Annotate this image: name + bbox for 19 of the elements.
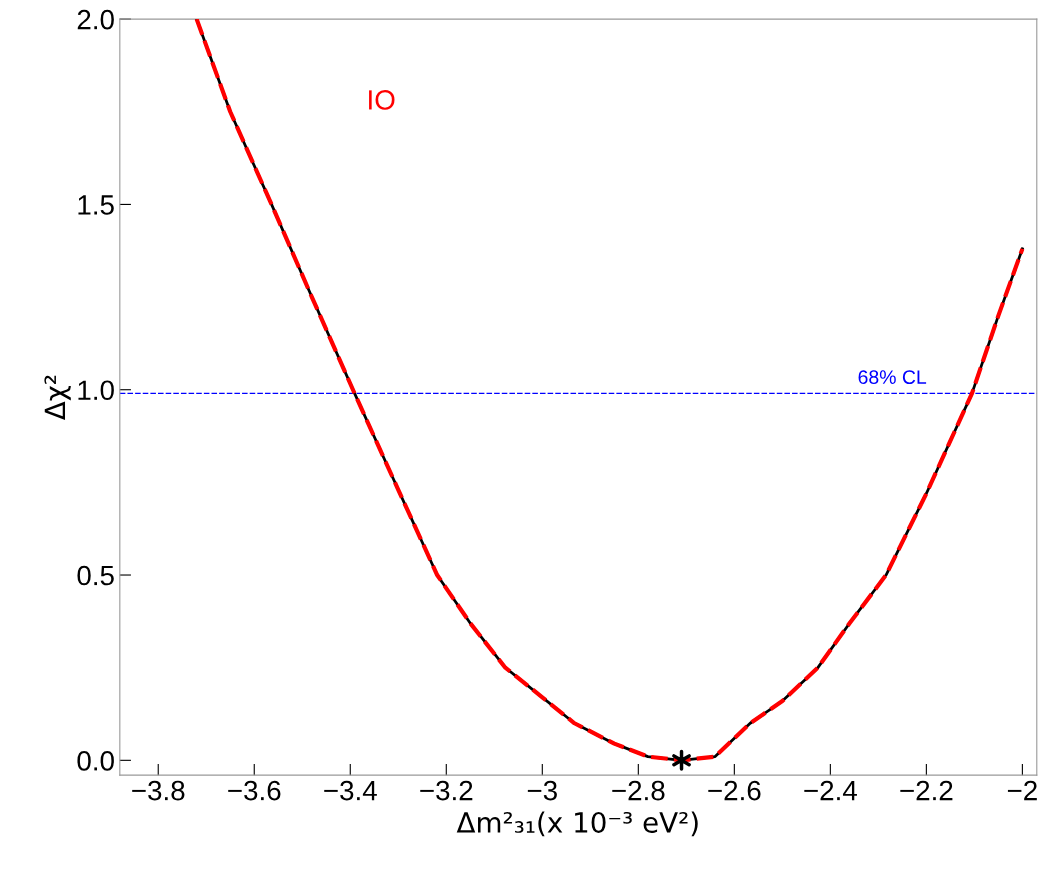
x-tick-label: −2 — [1007, 780, 1037, 801]
y-axis-title: Δχ² — [44, 375, 71, 421]
x-tick-label: −3 — [527, 780, 557, 801]
x-tick-label: −3.8 — [132, 780, 185, 801]
y-tick-label: 0.0 — [77, 750, 114, 771]
x-tick-label: −2.8 — [612, 780, 665, 801]
y-tick-label: 0.5 — [77, 565, 114, 586]
annotation: IO — [369, 90, 395, 110]
x-tick-label: −2.4 — [804, 780, 857, 801]
y-tick-label: 1.0 — [78, 380, 114, 401]
x-tick-label: −2.2 — [900, 780, 953, 801]
y-tick-label: 1.5 — [78, 195, 114, 215]
x-tick-label: −3.6 — [228, 780, 281, 801]
x-axis-title: Δm²₃₁(x 10⁻³ eV²) — [456, 811, 698, 837]
x-tick-label: −2.6 — [708, 780, 761, 801]
x-tick-label: −3.2 — [420, 780, 473, 801]
y-tick-label: 2.0 — [77, 9, 114, 30]
ref-line-label: 68% CL — [858, 370, 927, 385]
x-tick-label: −3.4 — [324, 780, 377, 801]
